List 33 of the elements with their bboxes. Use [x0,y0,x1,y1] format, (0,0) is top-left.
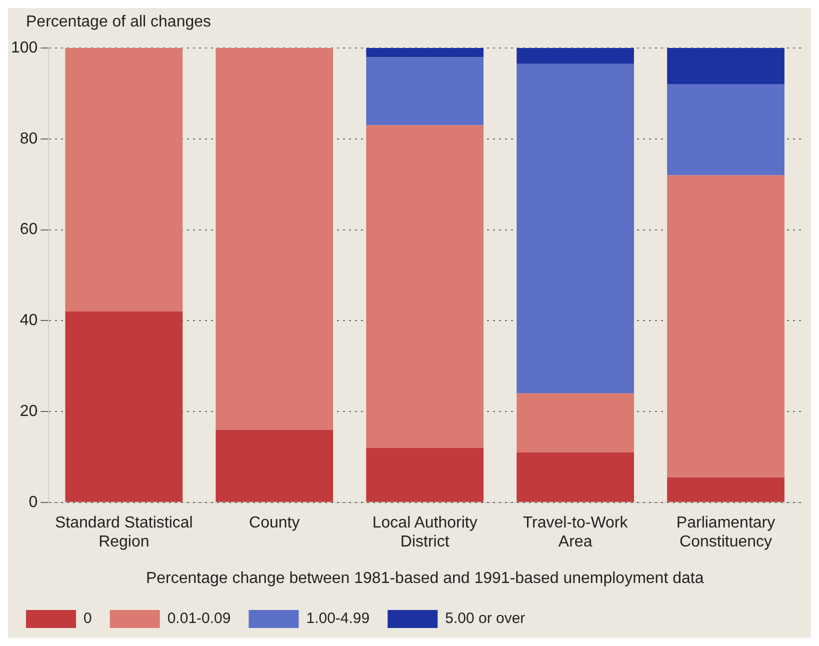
bar [667,477,784,502]
bar [667,84,784,176]
x-tick-label: County [249,514,300,532]
x-tick-label: Travel-to-Work Area [522,514,629,551]
bar [516,393,634,452]
bar [65,48,183,312]
y-tick-label: 60 [20,221,38,238]
y-tick-label: 0 [28,494,38,511]
legend-label: 0.01-0.09 [167,610,231,628]
bar [65,312,183,502]
bar [667,175,784,478]
y-axis-title: Percentage of all changes [26,13,212,30]
y-tick-label: 100 [10,39,38,56]
bar [516,48,634,64]
y-tick-label: 80 [20,130,38,148]
bar [366,448,484,502]
legend-label: 1.00-4.99 [306,610,370,628]
bar [216,48,334,430]
x-tick-label: Parliamentary Constituency [676,514,776,551]
legend-label: 5.00 or over [445,610,526,628]
bar [366,48,484,58]
bar [516,64,634,394]
x-tick-label: Local Authority District [372,514,478,551]
bar [667,48,784,84]
bar [516,452,634,502]
bar [216,430,334,502]
y-tick-label: 20 [20,402,38,420]
bar [366,125,484,448]
x-axis-title: Percentage change between 1981-based and 1991-based unemployment data [146,570,704,587]
y-tick-label: 40 [20,312,38,330]
bar [366,57,484,126]
x-tick-label: Standard Statistical Region [54,514,193,551]
legend-label: 0 [84,610,92,628]
